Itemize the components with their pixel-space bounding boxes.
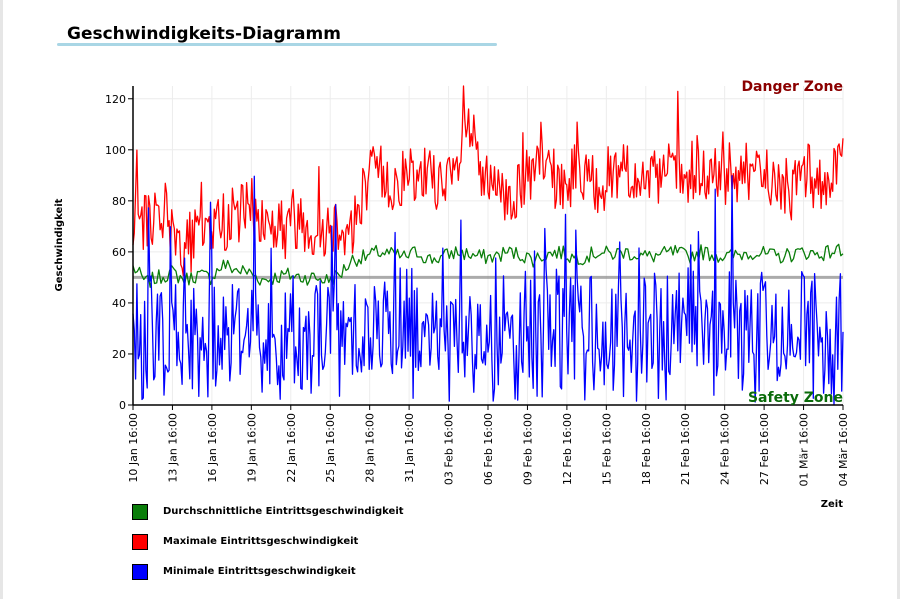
y-tick-label: 60 [112,246,126,259]
y-ticks: 0 20 40 60 80 100 120 [105,93,133,412]
x-tick-label: 16 Jan 16:00 [206,413,219,483]
x-tick-label: 28 Jan 16:00 [364,413,377,483]
series-line-1 [132,85,844,277]
title-underline [57,43,497,46]
x-tick-label: 06 Feb 16:00 [482,413,495,485]
x-tick-label: 31 Jan 16:00 [403,413,416,483]
x-tick-label: 19 Jan 16:00 [245,413,258,483]
y-axis-label: Geschwindigkeit [54,198,65,291]
legend-label-maximum: Maximale Eintrittsgeschwindigkeit [163,536,359,547]
x-tick-label: 09 Feb 16:00 [521,413,534,485]
x-tick-label: 04 Mär 16:00 [837,413,850,486]
x-tick-label: 21 Feb 16:00 [679,413,692,485]
y-tick-label: 20 [112,348,126,361]
x-tick-label: 18 Feb 16:00 [640,413,653,485]
y-tick-label: 120 [105,93,126,106]
series-line-2 [132,175,844,405]
legend-swatch-minimum [132,564,148,580]
danger-zone-label: Danger Zone [741,79,843,95]
x-tick-label: 10 Jan 16:00 [127,413,140,483]
safety-zone-label: Safety Zone [748,390,843,406]
y-tick-label: 100 [105,144,126,157]
x-tick-label: 27 Feb 16:00 [758,413,771,485]
legend-swatch-average [132,504,148,520]
series-layer [132,85,844,405]
legend-label-average: Durchschnittliche Eintrittsgeschwindigke… [163,506,404,517]
y-tick-label: 40 [112,297,126,310]
x-tick-label: 25 Jan 16:00 [324,413,337,483]
x-tick-label: 03 Feb 16:00 [443,413,456,485]
x-tick-label: 24 Feb 16:00 [719,413,732,485]
x-tick-label: 13 Jan 16:00 [166,413,179,483]
series-line-0 [132,243,844,288]
x-ticks: 10 Jan 16:00 13 Jan 16:00 16 Jan 16:00 19 J… [127,405,850,486]
legend-label-minimum: Minimale Eintrittsgeschwindigkeit [163,566,356,577]
x-tick-label: 15 Feb 16:00 [600,413,613,485]
x-tick-label: 01 Mär 16:00 [798,413,811,486]
x-axis-label: Zeit [821,499,843,510]
chart-title: Geschwindigkeits-Diagramm [67,24,341,44]
y-tick-label: 80 [112,195,126,208]
x-tick-label: 22 Jan 16:00 [285,413,298,483]
y-tick-label: 0 [119,399,126,412]
legend-swatch-maximum [132,534,148,550]
x-tick-label: 12 Feb 16:00 [561,413,574,485]
